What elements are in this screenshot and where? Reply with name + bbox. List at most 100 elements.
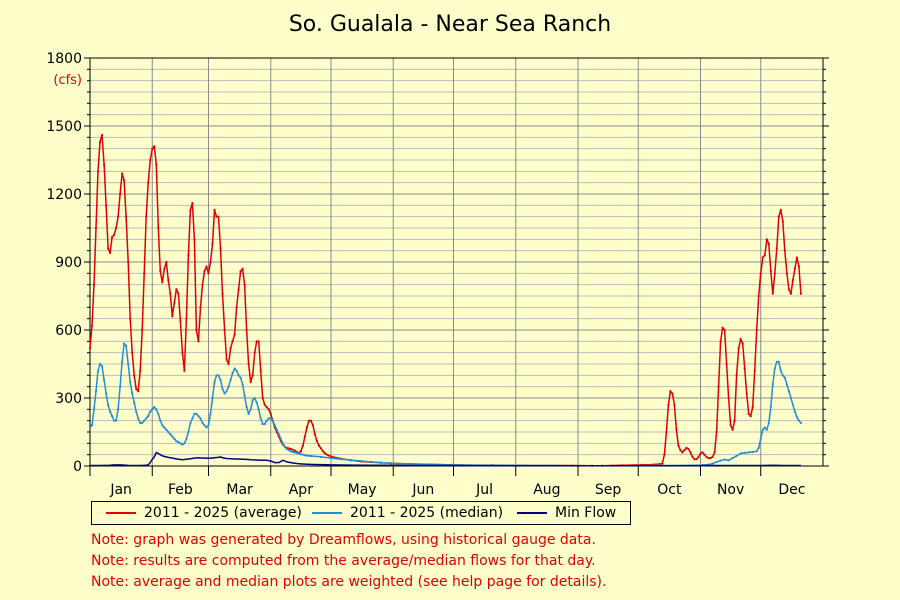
y-tick-label: 600 <box>55 323 82 339</box>
series-point-0 <box>119 192 122 196</box>
legend-label-median: 2011 - 2025 (median) <box>350 505 504 521</box>
series-point-0 <box>257 340 260 343</box>
series-point-1 <box>129 381 132 384</box>
series-point-0 <box>761 256 764 259</box>
series-point-1 <box>273 424 276 427</box>
series-point-0 <box>755 328 758 332</box>
series-point-1 <box>739 452 742 455</box>
series-point-0 <box>291 448 294 451</box>
series-point-1 <box>719 459 722 462</box>
y-tick-label: 1500 <box>46 119 82 135</box>
series-point-0 <box>108 251 112 255</box>
series-point-0 <box>151 147 154 150</box>
series-point-1 <box>773 367 776 370</box>
series-point-0 <box>163 267 166 270</box>
series-point-1 <box>104 392 108 395</box>
series-point-0 <box>145 215 148 218</box>
series-point-1 <box>781 374 784 377</box>
note-line-3: Note: average and median plots are weigh… <box>91 574 607 590</box>
series-point-0 <box>751 405 754 409</box>
series-point-1 <box>239 376 242 379</box>
series-point-0 <box>793 267 796 270</box>
series-point-1 <box>797 419 801 422</box>
series-point-1 <box>143 419 146 422</box>
series-point-1 <box>112 419 116 422</box>
series-point-0 <box>739 337 742 341</box>
series-point-0 <box>261 396 264 400</box>
series-point-0 <box>701 451 704 454</box>
series-point-1 <box>271 419 274 422</box>
series-point-0 <box>121 172 124 175</box>
series-point-0 <box>223 328 226 332</box>
series-point-1 <box>791 403 794 406</box>
x-tick-label: Feb <box>168 482 193 498</box>
series-point-1 <box>175 439 178 443</box>
series-point-0 <box>767 242 770 245</box>
series-point-0 <box>161 281 164 284</box>
series-point-1 <box>783 376 786 379</box>
x-tick-label: Dec <box>778 482 805 498</box>
series-point-0 <box>287 447 290 450</box>
series-point-0 <box>685 446 688 449</box>
series-point-1 <box>123 342 126 345</box>
series-point-1 <box>297 452 300 455</box>
series-point-1 <box>233 367 236 370</box>
series-point-1 <box>149 410 152 413</box>
series-point-0 <box>741 342 744 345</box>
series-point-0 <box>683 449 686 452</box>
series-point-0 <box>681 451 684 454</box>
series-point-1 <box>283 445 286 448</box>
series-point-0 <box>315 439 319 443</box>
series-point-1 <box>121 360 124 363</box>
series-point-1 <box>380 461 383 464</box>
series-point-0 <box>765 238 768 241</box>
series-point-1 <box>177 441 180 444</box>
legend-swatch-median <box>312 512 342 514</box>
series-point-0 <box>237 288 240 291</box>
series-point-1 <box>207 424 210 427</box>
series-point-0 <box>785 272 788 275</box>
series-point-1 <box>127 362 130 366</box>
y-tick-label: 300 <box>55 391 82 407</box>
series-point-0 <box>127 260 130 264</box>
series-point-1 <box>197 415 200 418</box>
series-point-1 <box>281 442 284 445</box>
series-point-0 <box>663 453 666 456</box>
series-point-1 <box>133 401 136 404</box>
legend-label-min-flow: Min Flow <box>555 505 617 521</box>
series-point-1 <box>171 435 174 438</box>
series-point-1 <box>263 422 266 426</box>
series-point-1 <box>751 450 754 454</box>
series-point-0 <box>219 247 222 250</box>
series-point-1 <box>185 437 188 440</box>
series-point-0 <box>735 374 738 377</box>
series-point-1 <box>179 442 182 445</box>
series-point-1 <box>251 399 254 402</box>
series-point-1 <box>390 462 393 465</box>
series-point-1 <box>189 421 192 425</box>
series-point-1 <box>261 422 264 426</box>
series-point-1 <box>785 383 788 386</box>
series-point-0 <box>211 242 214 245</box>
series-point-0 <box>117 215 120 218</box>
legend: 2011 - 2025 (average) 2011 - 2025 (media… <box>91 501 631 525</box>
series-point-1 <box>789 396 792 400</box>
series-point-1 <box>191 417 194 420</box>
series-point-1 <box>203 424 206 427</box>
series-point-0 <box>241 267 244 270</box>
series-point-0 <box>733 419 736 422</box>
series-point-0 <box>695 458 698 461</box>
series-point-0 <box>227 362 230 366</box>
series-point-0 <box>771 292 774 295</box>
series-point-1 <box>181 443 184 446</box>
series-point-0 <box>299 450 302 453</box>
series-point-0 <box>313 433 317 436</box>
series-point-0 <box>307 419 310 422</box>
series-point-0 <box>131 351 134 354</box>
x-tick-label: Mar <box>226 482 253 498</box>
series-point-0 <box>745 392 748 395</box>
series-point-1 <box>370 460 373 464</box>
series-point-1 <box>183 442 186 445</box>
series-point-1 <box>110 415 114 418</box>
